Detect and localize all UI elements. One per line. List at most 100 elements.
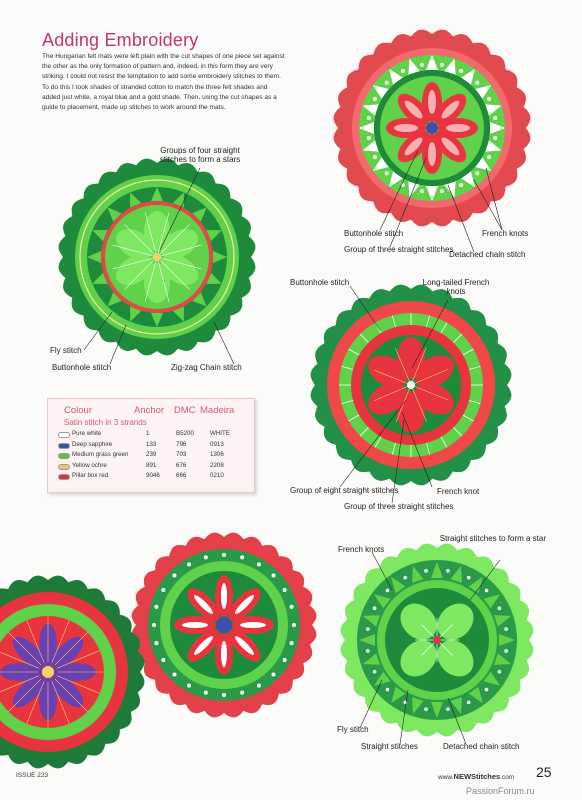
mat-4-french-knot — [271, 672, 276, 677]
mat-5-french-knot — [403, 575, 408, 580]
mat-5-french-knot — [484, 687, 489, 692]
mat-2-spike — [485, 140, 502, 152]
mat-2-petal-detail — [394, 124, 418, 132]
mat-2-petal-detail — [428, 142, 436, 166]
cell-anchor: 133 — [146, 440, 157, 448]
mat-5-spike — [362, 615, 380, 627]
mat-4-french-knot — [257, 562, 261, 567]
mat-1-star-stitch — [157, 258, 170, 302]
mat-4-french-knot — [222, 553, 226, 557]
mat-3-star-stitch — [412, 385, 449, 401]
mat-2-french-knot — [419, 189, 424, 194]
mat-4-french-knot — [152, 623, 156, 627]
mat-4-french-knot — [282, 658, 287, 662]
mat-1-petal — [115, 254, 153, 286]
mat-4-french-knot — [154, 604, 159, 609]
mat-5-spike — [483, 671, 501, 686]
mat-3-buttonhole — [426, 442, 431, 455]
mat-1-spike — [206, 230, 222, 242]
mat-5-spike — [412, 697, 424, 715]
mat-5-french-knot — [446, 707, 450, 711]
mat-5-spike — [450, 697, 462, 715]
mat-6-stitch — [57, 650, 100, 669]
label-straight-stitches: Straight stitches — [361, 742, 418, 751]
mat-1-petal — [144, 211, 170, 251]
mat-5-spike — [431, 702, 443, 718]
mat-4-french-knot — [240, 690, 245, 695]
mat-1-star-stitch — [112, 244, 156, 257]
mat-2-petal-detail — [441, 137, 460, 156]
mat-2-french-knot — [440, 189, 445, 194]
mat-5-french-knot — [372, 669, 377, 674]
leader-line — [359, 679, 383, 729]
mat-5-spike — [412, 565, 424, 583]
mat-6-stitch — [8, 632, 42, 666]
mat-1-star-stitch — [158, 257, 202, 270]
mat-3-buttonhole — [453, 427, 463, 437]
cell-madeira: WHITE — [210, 430, 230, 437]
mat-2-french-knot — [459, 68, 464, 73]
colour-swatch — [58, 463, 70, 470]
mat-2-petal-detail — [446, 124, 470, 132]
mat-2-spike — [372, 157, 389, 171]
mat-2-petal-detail — [404, 137, 423, 156]
cell-anchor: 239 — [146, 451, 157, 458]
mat-2-french-knot — [493, 115, 498, 120]
mat-1-star-stitch — [158, 224, 190, 256]
label-buttonhole-stitch: Buttonhole stitch — [344, 229, 404, 238]
leader-line — [485, 167, 503, 231]
mat-1-spike — [192, 292, 207, 307]
website-url: www.NEWStitches.com — [438, 772, 515, 781]
mat-4-petal-detail — [194, 595, 213, 614]
mat-2-spike — [359, 122, 374, 134]
mat-6-stitch — [54, 632, 88, 666]
cell-dmc: B5200 — [176, 430, 194, 437]
mat-2-french-knot — [475, 80, 480, 85]
mat-5-centre — [433, 636, 441, 644]
mat-4-petal-detail — [221, 641, 227, 667]
cell-colour: Yellow ochre — [72, 461, 107, 469]
mat-5-french-knot — [466, 700, 471, 705]
label-detached-chain-stitch: Detached chain stitch — [449, 250, 526, 259]
mat-5-spike — [359, 634, 375, 646]
mat-5-spike — [494, 615, 512, 627]
mat-5-french-knot — [504, 649, 508, 653]
cell-madeira: 2208 — [210, 461, 224, 469]
label-fly-stitch: Fly stitch — [337, 725, 369, 734]
mat-2-spike — [389, 171, 403, 188]
label-group-eight-stitches: Group of eight straight stitches — [290, 486, 399, 495]
mat-4-french-knot — [172, 573, 177, 578]
mat-3-buttonhole — [440, 436, 448, 448]
leader-line — [469, 559, 501, 601]
table-row: Yellow ochre 891 676 2208 — [54, 462, 250, 472]
mat-3-buttonhole — [359, 427, 369, 437]
mat-2-centre — [426, 122, 438, 134]
mat-6-stitch — [8, 678, 42, 712]
mat-3-star-stitch — [373, 369, 410, 385]
cell-anchor: 891 — [146, 461, 157, 469]
mat-1-spike — [130, 192, 142, 208]
mat-3-star-stitch — [374, 385, 410, 401]
label-fly-stitch: Fly stitch — [50, 346, 82, 355]
mat-3-buttonhole — [359, 333, 369, 343]
leader-line — [391, 419, 405, 504]
mat-5-french-knot — [484, 588, 489, 593]
mat-3-buttonhole — [341, 400, 354, 405]
mat-5-spike — [431, 562, 443, 578]
leader-line — [401, 411, 433, 488]
cell-madeira: 1306 — [210, 451, 224, 458]
mat-2-spike — [485, 104, 502, 116]
mat-2-french-knot — [440, 62, 445, 67]
mat-5-spike — [391, 686, 406, 704]
mat-2-spike — [490, 122, 505, 134]
mat-5-spike — [373, 594, 391, 609]
mat-3-star-stitch — [412, 369, 448, 385]
cell-dmc: 676 — [176, 461, 187, 469]
cell-madeira: 0913 — [210, 440, 224, 448]
mat-4-french-knot — [240, 555, 245, 560]
label-group-three-stitches: Group of three straight stitches — [344, 502, 454, 511]
mat-6-centre — [42, 666, 54, 678]
mat-3-buttonhole — [341, 365, 354, 370]
mat-1-spike — [87, 251, 101, 263]
mat-1-spike — [151, 187, 163, 201]
